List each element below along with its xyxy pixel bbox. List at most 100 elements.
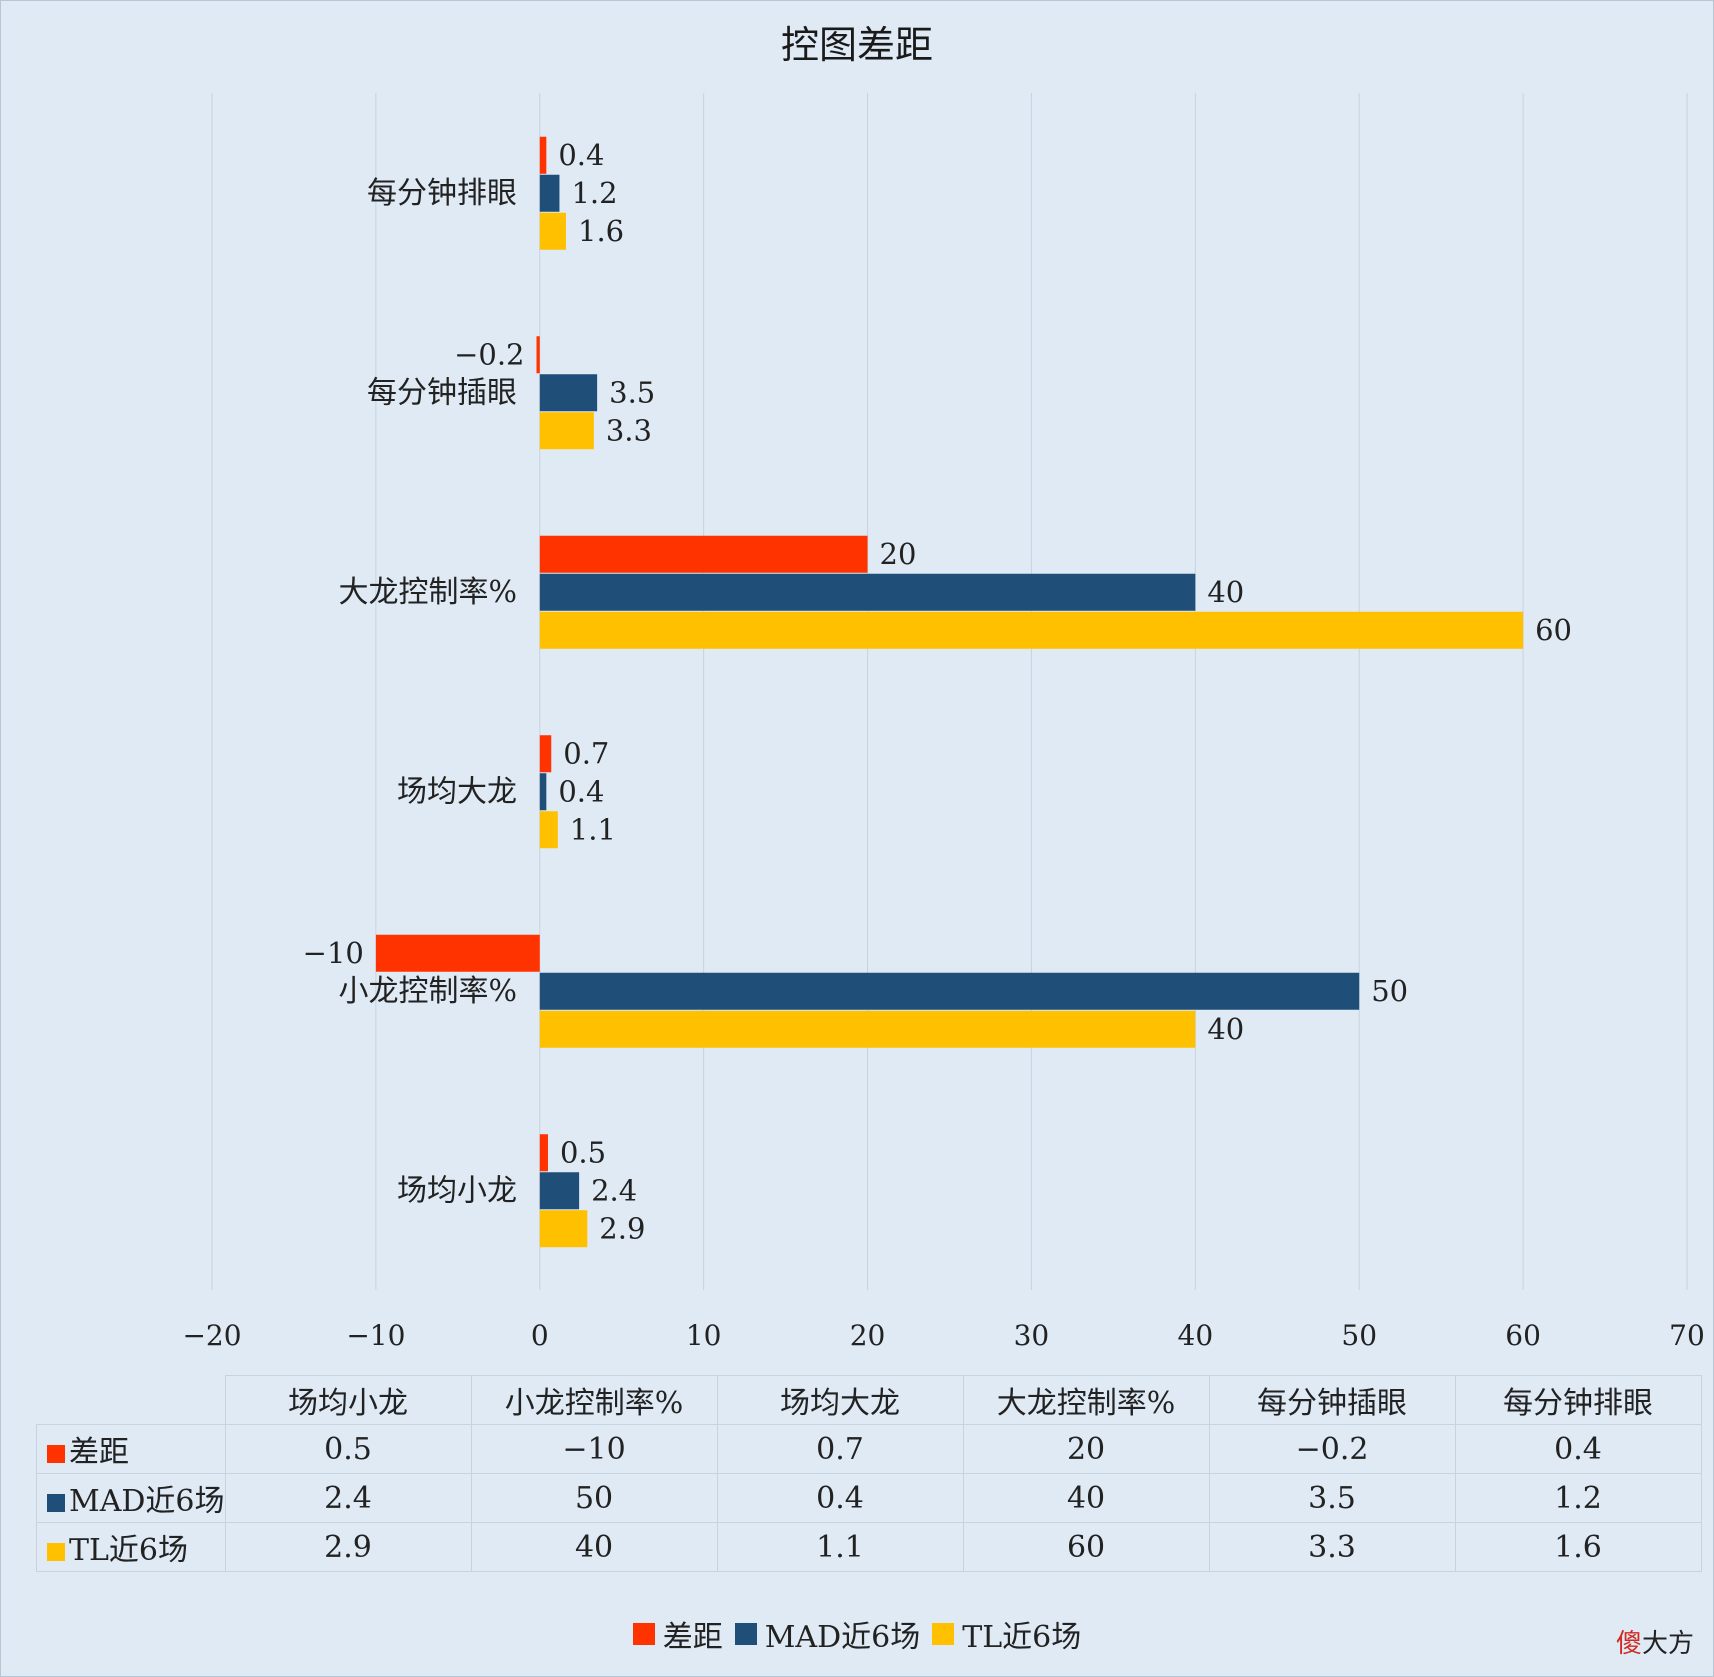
category-label: 场均小龙 (397, 1173, 517, 1208)
table-cell: 2.4 (224, 1473, 472, 1523)
x-tick-label: 50 (1341, 1319, 1377, 1352)
x-tick-label: 60 (1505, 1319, 1541, 1352)
data-label: 0.7 (563, 736, 609, 770)
table-cell: 40 (962, 1473, 1210, 1523)
table-cell: 60 (962, 1522, 1210, 1572)
data-label: −10 (303, 936, 364, 970)
table-cell: 20 (962, 1424, 1210, 1474)
series-swatch (47, 1543, 65, 1561)
bar (539, 735, 552, 773)
data-label: 2.4 (591, 1173, 637, 1207)
series-swatch (47, 1494, 65, 1512)
data-label: 20 (880, 537, 917, 571)
table-cell: 3.5 (1208, 1473, 1456, 1523)
data-label: 0.5 (560, 1135, 606, 1169)
x-tick-label: 70 (1669, 1319, 1705, 1352)
legend-item: 差距 (632, 1612, 723, 1656)
bar (539, 811, 558, 849)
table-cell: 50 (470, 1473, 718, 1523)
category-label: 小龙控制率% (338, 974, 517, 1009)
bar (539, 1134, 548, 1172)
legend-label: TL近6场 (962, 1620, 1082, 1655)
bar (539, 212, 566, 250)
x-tick-label: 20 (850, 1319, 886, 1352)
bar (539, 573, 1196, 611)
bar (539, 412, 594, 450)
bar (536, 336, 540, 374)
bar (539, 1010, 1196, 1048)
table-column-header: 场均大龙 (716, 1375, 964, 1425)
category-label: 每分钟排眼 (367, 176, 517, 211)
table-cell: 0.4 (716, 1473, 964, 1523)
brand-watermark: 傻大方 (1615, 1629, 1694, 1659)
bar (539, 773, 547, 811)
table-cell: 2.9 (224, 1522, 472, 1572)
bar (539, 136, 547, 174)
table-header-row: 场均小龙 小龙控制率% 场均大龙 大龙控制率% 每分钟插眼 每分钟排眼 (36, 1375, 1702, 1425)
table-cell: 1.1 (716, 1522, 964, 1572)
table-cell: −10 (470, 1424, 718, 1474)
table-column-header: 小龙控制率% (470, 1375, 718, 1425)
bar (539, 535, 868, 573)
legend-swatch (932, 1623, 955, 1645)
data-label: 1.6 (578, 214, 624, 248)
data-label: 2.9 (599, 1211, 645, 1245)
legend-swatch (734, 1623, 757, 1645)
table-row: MAD近6场 2.4 50 0.4 40 3.5 1.2 (36, 1473, 1702, 1523)
x-tick-label: 0 (531, 1319, 549, 1352)
legend-item: MAD近6场 (734, 1612, 921, 1656)
bar (539, 972, 1360, 1010)
table-column-header: 每分钟插眼 (1208, 1375, 1456, 1425)
bar (539, 174, 560, 212)
data-label: 40 (1207, 1012, 1244, 1046)
bar (539, 1210, 588, 1248)
data-label: 60 (1535, 613, 1572, 647)
data-label: 1.2 (571, 176, 617, 210)
x-tick-label: −20 (182, 1319, 241, 1352)
data-table: 场均小龙 小龙控制率% 场均大龙 大龙控制率% 每分钟插眼 每分钟排眼 差距 0.5 −10 0.… (36, 1375, 1702, 1572)
table-cell: 1.6 (1454, 1522, 1702, 1572)
bar (375, 934, 540, 972)
category-label: 大龙控制率% (338, 575, 517, 610)
table-cell: 0.4 (1454, 1424, 1702, 1474)
table-cell: 40 (470, 1522, 718, 1572)
bar (539, 374, 598, 412)
table-row: TL近6场 2.9 40 1.1 60 3.3 1.6 (36, 1522, 1702, 1572)
bar (539, 611, 1524, 649)
x-tick-label: 30 (1014, 1319, 1050, 1352)
category-label: 场均大龙 (397, 774, 517, 809)
table-column-header: 每分钟排眼 (1454, 1375, 1702, 1425)
legend: 差距 MAD近6场 TL近6场 (0, 1612, 1714, 1656)
table-corner (36, 1375, 226, 1425)
table-row: 差距 0.5 −10 0.7 20 −0.2 0.4 (36, 1424, 1702, 1474)
data-label: 3.5 (609, 375, 655, 409)
legend-label: MAD近6场 (764, 1620, 921, 1655)
table-row-header: MAD近6场 (36, 1473, 226, 1523)
legend-item: TL近6场 (932, 1612, 1081, 1656)
data-label: 40 (1207, 575, 1244, 609)
data-label: 50 (1371, 974, 1408, 1008)
data-label: 1.1 (570, 812, 616, 846)
bar (539, 1172, 580, 1210)
table-cell: 0.5 (224, 1424, 472, 1474)
data-label: −0.2 (454, 337, 524, 371)
category-label: 每分钟插眼 (367, 375, 517, 410)
chart-title: 控图差距 (780, 23, 933, 67)
data-label: 3.3 (606, 413, 652, 447)
x-tick-label: −10 (346, 1319, 405, 1352)
bar-chart: −20 −10 0 10 20 30 40 50 60 70 场均小龙 0.5 2.4 2.9 小龙控制率%… (182, 93, 1705, 1352)
table-cell: 1.2 (1454, 1473, 1702, 1523)
table-column-header: 大龙控制率% (962, 1375, 1210, 1425)
table-row-header: 差距 (36, 1424, 226, 1474)
series-swatch (47, 1445, 65, 1463)
table-cell: 3.3 (1208, 1522, 1456, 1572)
table-column-header: 场均小龙 (224, 1375, 472, 1425)
x-tick-label: 40 (1178, 1319, 1214, 1352)
table-cell: −0.2 (1208, 1424, 1456, 1474)
table-row-header: TL近6场 (36, 1522, 226, 1572)
data-label: 0.4 (558, 138, 604, 172)
legend-label: 差距 (662, 1620, 723, 1655)
legend-swatch (632, 1623, 655, 1645)
data-label: 0.4 (558, 774, 604, 808)
table-cell: 0.7 (716, 1424, 964, 1474)
